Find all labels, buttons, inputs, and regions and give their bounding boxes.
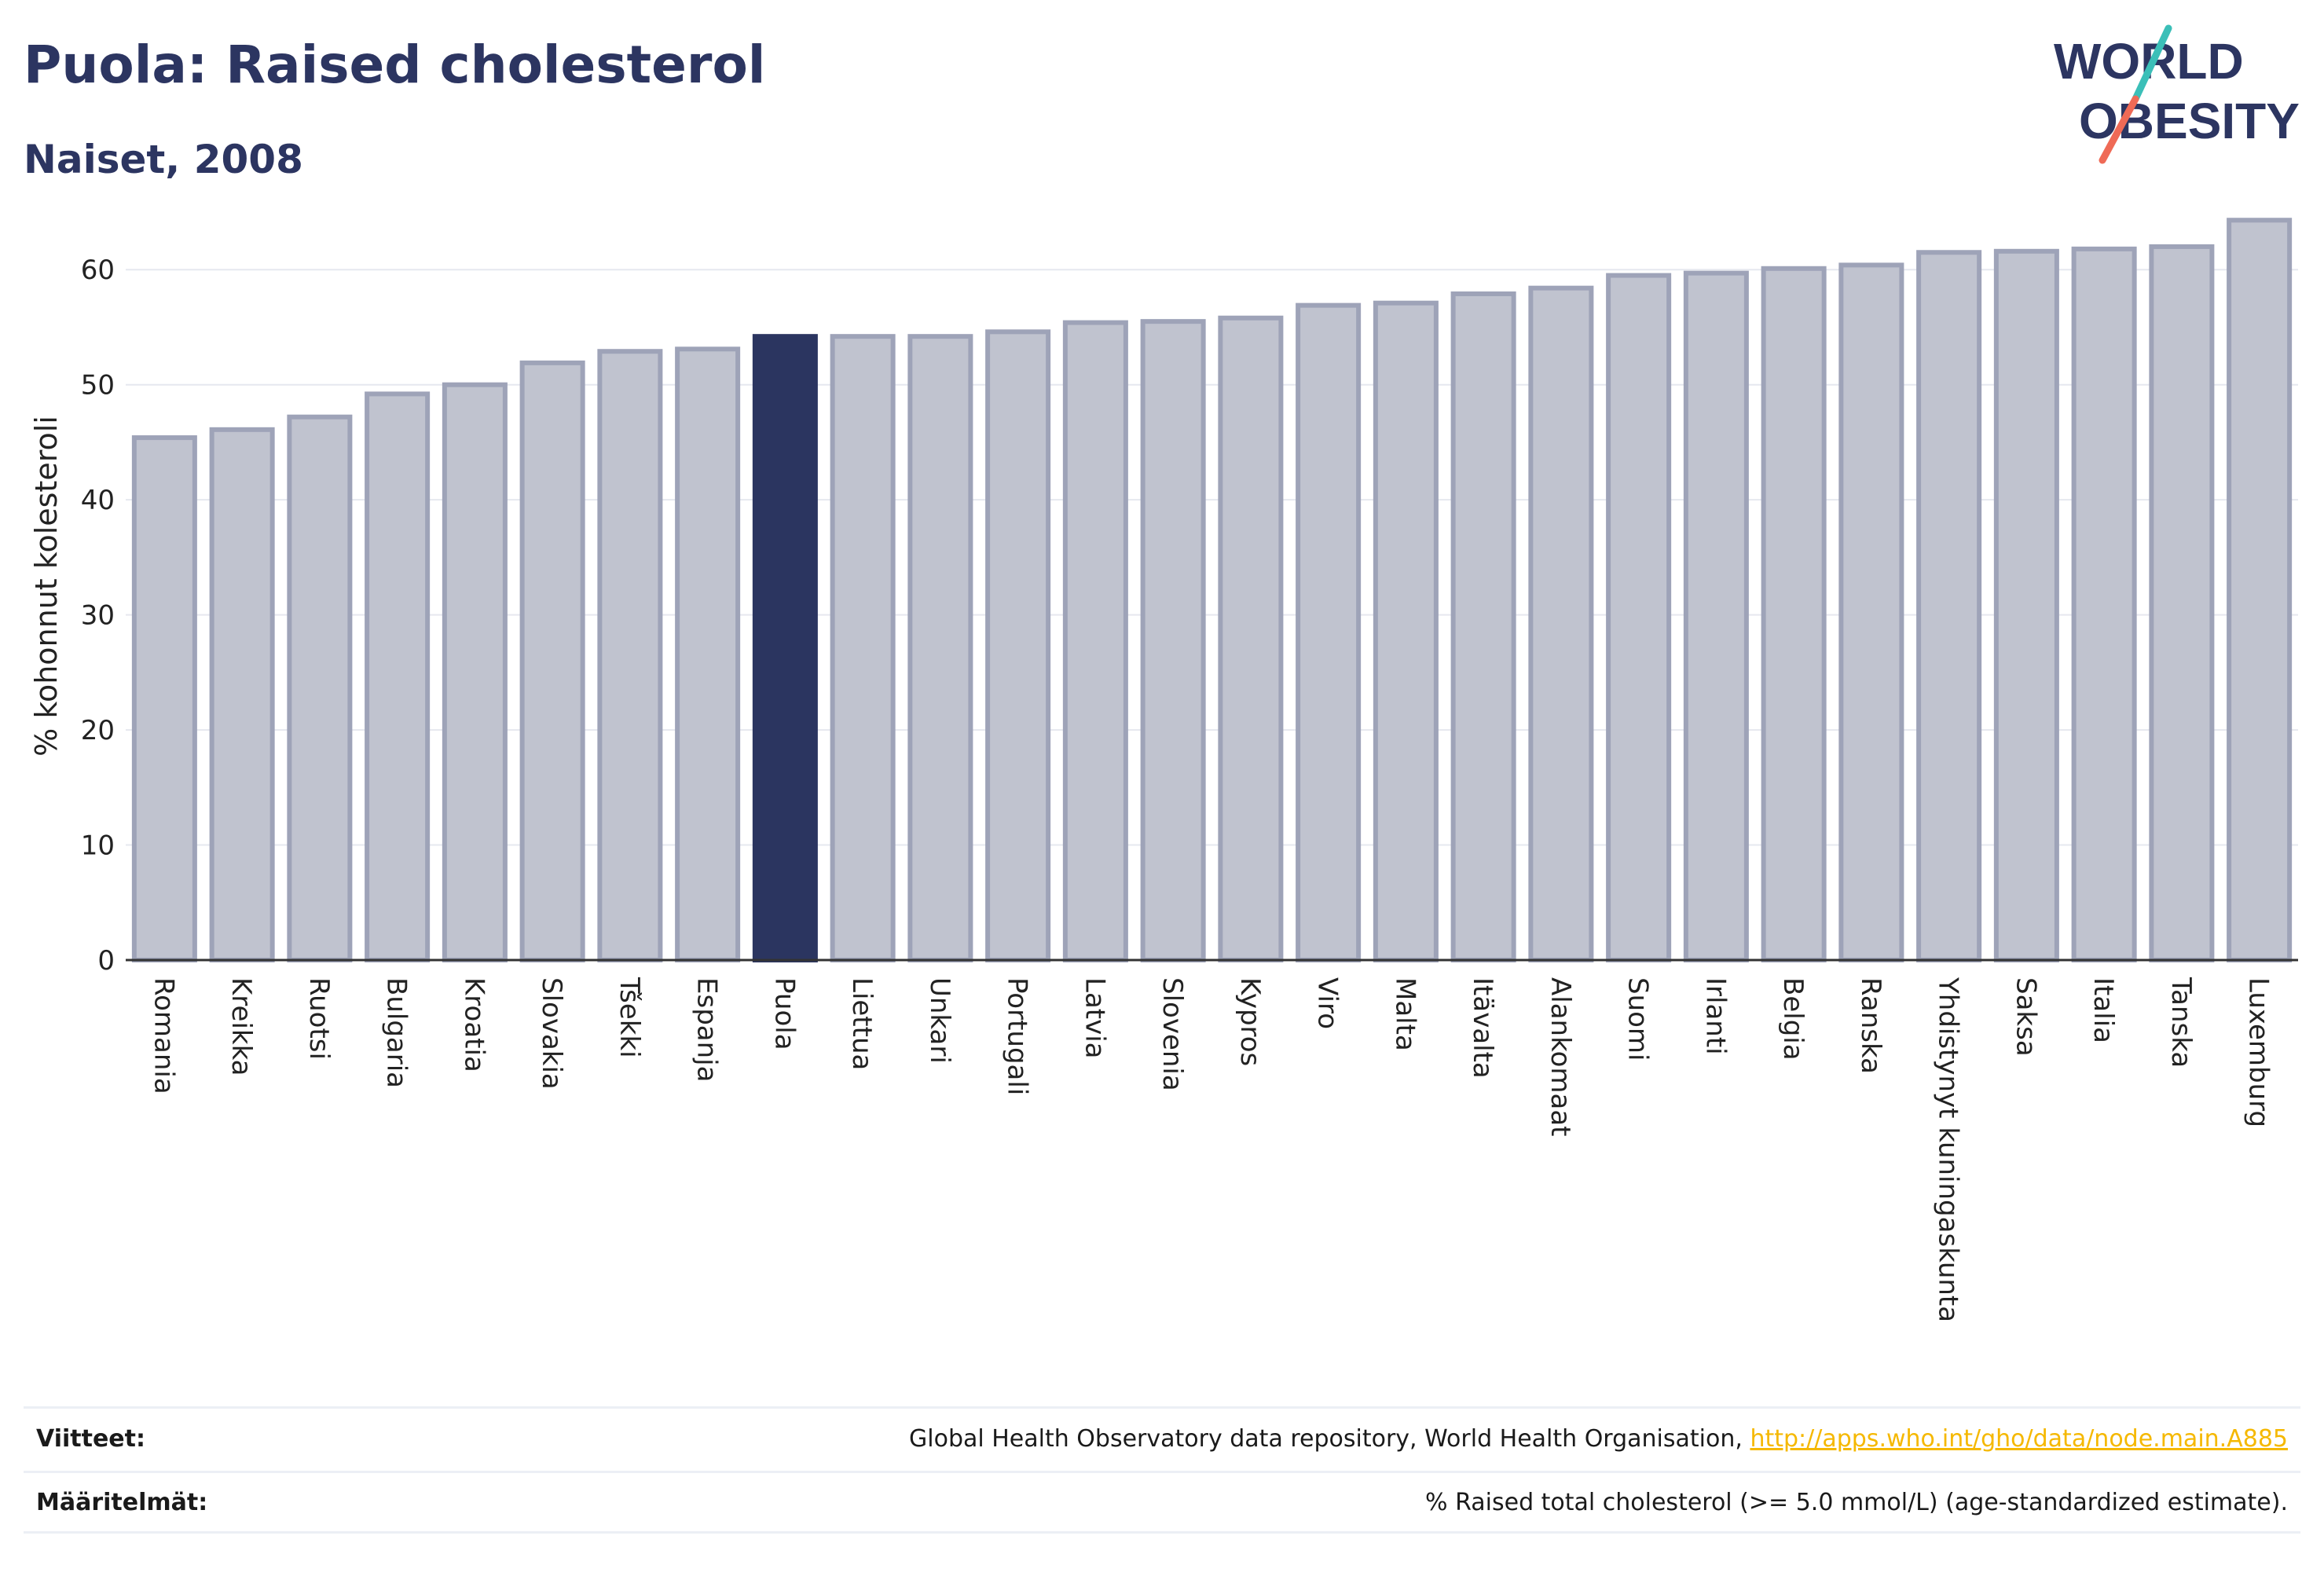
bar-italia <box>2071 246 2137 963</box>
references-text: Global Health Observatory data repositor… <box>909 1425 1750 1453</box>
bar-alankomaat <box>1528 285 1594 962</box>
y-tick-label: 10 <box>81 830 115 862</box>
x-tick-label: Malta <box>1389 977 1420 1051</box>
y-tick-label: 20 <box>81 715 115 746</box>
x-tick-label: Slovenia <box>1157 977 1188 1091</box>
y-tick-label: 50 <box>81 370 115 401</box>
x-tick-label: Tanska <box>2165 977 2197 1068</box>
x-tick-label: Bulgaria <box>381 977 412 1088</box>
bar-luxemburg <box>2227 218 2293 962</box>
x-tick-label: Tšekki <box>614 977 645 1058</box>
references-link[interactable]: http://apps.who.int/gho/data/node.main.A… <box>1750 1425 2288 1453</box>
bar-latvia <box>1062 320 1128 962</box>
bar-suomi <box>1606 273 1672 962</box>
references-label: Viitteet: <box>36 1425 145 1453</box>
x-tick-label: Liettua <box>846 977 878 1070</box>
bar-ruotsi <box>287 414 353 962</box>
bar-romania <box>131 435 197 962</box>
x-tick-label: Ranska <box>1855 977 1886 1074</box>
x-tick-label: Kroatia <box>458 977 489 1072</box>
bar-kroatia <box>442 382 508 962</box>
definitions-label: Määritelmät: <box>36 1488 208 1516</box>
definitions-text: % Raised total cholesterol (>= 5.0 mmol/… <box>1425 1488 2288 1516</box>
bar-yhdistynyt-kuningaskunta <box>1916 250 1982 962</box>
x-tick-label: Kypros <box>1234 977 1266 1066</box>
bar-ranska <box>1838 262 1904 962</box>
x-tick-label: Luxemburg <box>2243 977 2275 1127</box>
logo-word-world: WORLD <box>2054 33 2244 90</box>
x-tick-label: Itävalta <box>1467 977 1498 1079</box>
x-tick-label: Belgia <box>1777 977 1809 1061</box>
logo-slash-teal <box>2132 24 2172 103</box>
bar-unkari <box>907 334 973 962</box>
references-value: Global Health Observatory data repositor… <box>909 1425 2300 1453</box>
bar-irlanti <box>1683 270 1749 962</box>
bar-kreikka <box>209 427 275 962</box>
x-tick-label: Ruotsi <box>303 977 335 1060</box>
x-tick-label: Slovakia <box>536 977 567 1090</box>
x-tick-label: Alankomaat <box>1545 977 1576 1137</box>
bar-viro <box>1296 302 1362 962</box>
bar-bulgaria <box>365 391 431 962</box>
x-tick-label: Italia <box>2088 977 2119 1043</box>
x-tick-label: Portugali <box>1002 977 1033 1095</box>
x-tick-label: Kreikka <box>225 977 257 1076</box>
x-tick-label: Yhdistynyt kuningaskunta <box>1933 977 1964 1322</box>
x-tick-label: Puola <box>768 977 800 1050</box>
world-obesity-logo-graphic: WORLD OBESITY <box>2054 24 2300 164</box>
bar-saksa <box>1993 248 2059 962</box>
y-tick-label: 60 <box>81 255 115 286</box>
bar-slovenia <box>1140 319 1206 962</box>
page-subtitle: Naiset, 2008 <box>24 137 303 182</box>
definitions-row: Määritelmät: % Raised total cholesterol … <box>24 1471 2300 1534</box>
world-obesity-logo: WORLD OBESITY <box>2043 24 2310 165</box>
y-tick-label: 30 <box>81 600 115 632</box>
y-tick-label: 0 <box>97 945 115 977</box>
bar-espanja <box>675 346 741 962</box>
bar-portugali <box>985 329 1051 962</box>
bar-slovakia <box>519 360 585 962</box>
bar-belgia <box>1761 266 1827 962</box>
y-axis-label: % kohonnut kolesteroli <box>29 416 64 757</box>
bar-itävalta <box>1450 291 1516 963</box>
x-tick-label: Suomi <box>1622 977 1654 1061</box>
x-tick-label: Irlanti <box>1699 977 1731 1055</box>
x-tick-label: Latvia <box>1079 977 1110 1059</box>
x-tick-label: Unkari <box>924 977 955 1064</box>
x-tick-label: Romania <box>148 977 179 1094</box>
x-tick-label: Espanja <box>691 977 723 1082</box>
bar-liettua <box>830 334 896 962</box>
bar-kypros <box>1218 315 1284 962</box>
bar-chart: 0 10 20 30 40 50 60 % kohonnut kolesteroli Roman… <box>29 218 2298 1322</box>
x-tick-label: Viro <box>1312 977 1343 1029</box>
page-title: Puola: Raised cholesterol <box>24 35 766 95</box>
bar-malta <box>1373 300 1439 963</box>
y-tick-label: 40 <box>81 485 115 516</box>
bar-tšekki <box>597 349 663 963</box>
logo-slash-coral <box>2099 95 2139 164</box>
bar-puola <box>752 334 818 962</box>
references-row: Viitteet: Global Health Observatory data… <box>24 1406 2300 1469</box>
bar-tanska <box>2149 244 2215 962</box>
x-tick-label: Saksa <box>2010 977 2041 1057</box>
